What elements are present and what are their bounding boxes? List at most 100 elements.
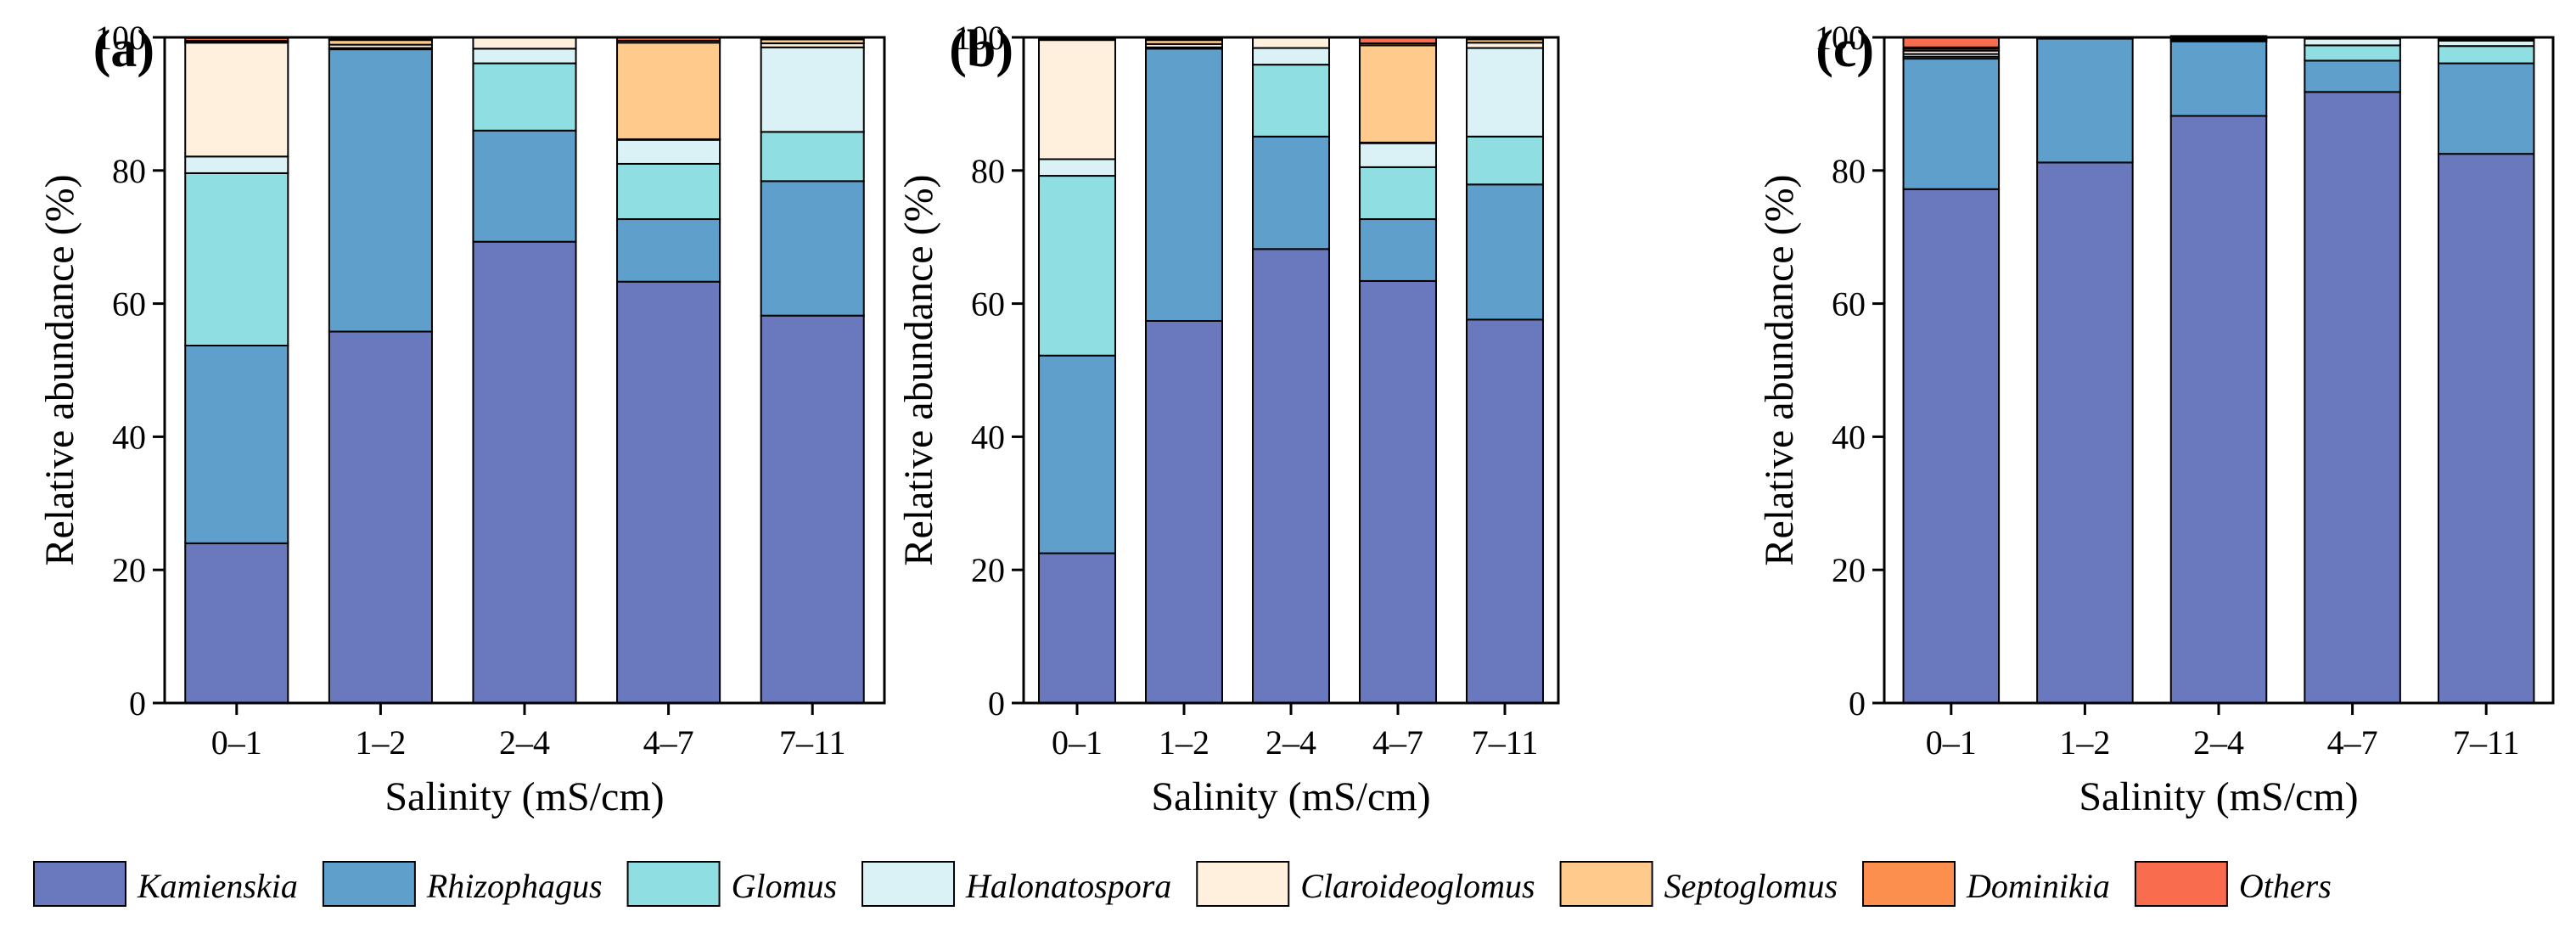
x-tick-label: 2–4 — [499, 723, 550, 762]
legend-swatch — [1862, 861, 1956, 907]
bar-segment-halonatospora — [1359, 142, 1437, 168]
y-tick-label: 0 — [988, 684, 1005, 723]
bar-segment-rhizophagus — [616, 218, 721, 283]
legend-label: Others — [2239, 867, 2332, 905]
bar-segment-kamienskia — [616, 280, 721, 704]
y-tick-label: 40 — [971, 418, 1005, 456]
bar-segment-kamienskia — [472, 240, 577, 704]
legend-label: Kamienskia — [137, 867, 298, 905]
y-axis-title: Relative abundance (%) — [37, 174, 82, 565]
y-tick-label: 80 — [1832, 152, 1866, 190]
y-tick-label: 80 — [971, 152, 1005, 190]
legend: Kamienskia Rhizophagus Glomus Halonatospora… — [33, 861, 2332, 907]
panel-label: (c) — [1816, 20, 1874, 78]
legend-item-glomus: Glomus — [626, 861, 837, 907]
x-tick-label: 1–2 — [2059, 723, 2110, 762]
bar-segment-kamienskia — [1902, 188, 2001, 704]
y-tick-label: 80 — [112, 152, 146, 190]
legend-swatch — [2134, 861, 2228, 907]
y-tick-label: 0 — [1849, 684, 1866, 723]
x-tick-label: 1–2 — [1159, 723, 1209, 762]
legend-swatch — [861, 861, 956, 907]
x-tick-label: 4–7 — [2327, 723, 2378, 762]
x-tick-label: 4–7 — [1372, 723, 1423, 762]
legend-label: Dominikia — [1966, 867, 2110, 905]
bar-segment-halonatospora — [1038, 158, 1116, 177]
bar-segment-glomus — [1466, 135, 1544, 186]
legend-label: Claroideoglomus — [1300, 867, 1535, 905]
legend-item-rhizophagus: Rhizophagus — [322, 861, 603, 907]
bar-segment-kamienskia — [1145, 319, 1223, 704]
bar-segment-glomus — [616, 162, 721, 221]
legend-item-kamienskia: Kamienskia — [33, 861, 298, 907]
legend-swatch — [322, 861, 416, 907]
legend-label: Glomus — [732, 867, 837, 905]
x-tick-label: 2–4 — [2193, 723, 2244, 762]
y-tick-label: 40 — [1832, 418, 1866, 456]
y-tick-label: 100 — [95, 19, 146, 57]
x-tick-label: 1–2 — [355, 723, 406, 762]
bar-segment-rhizophagus — [184, 344, 289, 544]
bar-segment-glomus — [1359, 166, 1437, 221]
legend-swatch — [33, 861, 126, 907]
y-tick-label: 60 — [112, 285, 146, 323]
bar-segment-glomus — [472, 62, 577, 132]
bar-segment-rhizophagus — [2437, 62, 2535, 155]
bar-segment-halonatospora — [1252, 47, 1330, 66]
y-tick-label: 100 — [954, 19, 1005, 57]
y-tick-label: 20 — [1832, 551, 1866, 589]
bar-segment-septoglomus — [616, 42, 721, 140]
bar-segment-kamienskia — [2169, 115, 2268, 704]
bar-segment-septoglomus — [1359, 44, 1437, 143]
legend-item-halonatospora: Halonatospora — [861, 861, 1171, 907]
x-axis-title: Salinity (mS/cm) — [1151, 774, 1430, 819]
bar-segment-kamienskia — [1252, 248, 1330, 704]
legend-item-claroideoglomus: Claroideoglomus — [1196, 861, 1535, 907]
x-tick-label: 7–11 — [2453, 723, 2520, 762]
bar-segment-claroideoglomus — [1252, 37, 1330, 49]
legend-swatch — [1559, 861, 1653, 907]
bar-segment-rhizophagus — [1252, 135, 1330, 250]
bar-segment-glomus — [1038, 175, 1116, 357]
bar-segment-rhizophagus — [328, 48, 433, 333]
legend-swatch — [626, 861, 721, 907]
bar-segment-halonatospora — [184, 155, 289, 174]
y-axis-title: Relative abundance (%) — [1757, 174, 1802, 565]
chart-panel-2: 0 20 40 60 80 100 0–1 1–2 2–4 4–7 7–11 Salinity (mS… — [896, 19, 1560, 819]
bar-segment-halonatospora — [1466, 47, 1544, 138]
bar-segment-claroideoglomus — [184, 42, 289, 158]
bar-segment-others — [1902, 37, 2001, 48]
bar-segment-glomus — [2304, 44, 2401, 62]
y-tick-label: 60 — [1832, 285, 1866, 323]
bar-segment-rhizophagus — [760, 180, 865, 317]
bar-segment-kamienskia — [1359, 279, 1437, 704]
x-tick-label: 0–1 — [1926, 723, 1977, 762]
x-axis-title: Salinity (mS/cm) — [2079, 774, 2358, 819]
bar-segment-rhizophagus — [2036, 37, 2134, 164]
panel-label: (a) — [93, 20, 154, 78]
bar-segment-glomus — [1252, 64, 1330, 138]
bar-segment-halonatospora — [472, 48, 577, 65]
legend-label: Septoglomus — [1664, 867, 1838, 905]
y-tick-label: 100 — [1815, 19, 1866, 57]
bar-segment-rhizophagus — [2304, 59, 2401, 93]
legend-item-dominikia: Dominikia — [1862, 861, 2110, 907]
bar-segment-kamienskia — [760, 314, 865, 704]
bar-segment-claroideoglomus — [472, 37, 577, 50]
y-tick-label: 40 — [112, 418, 146, 456]
legend-item-others: Others — [2134, 861, 2332, 907]
bar-segment-glomus — [184, 172, 289, 346]
bar-segment-rhizophagus — [2169, 40, 2268, 117]
x-axis-title: Salinity (mS/cm) — [384, 774, 664, 819]
bar-segment-kamienskia — [1466, 318, 1544, 704]
x-tick-label: 7–11 — [779, 723, 846, 762]
x-tick-label: 0–1 — [1052, 723, 1103, 762]
x-tick-label: 7–11 — [1472, 723, 1539, 762]
bar-segment-kamienskia — [2437, 153, 2535, 704]
bar-segment-rhizophagus — [1466, 183, 1544, 321]
y-axis-title: Relative abundance (%) — [896, 174, 941, 565]
x-tick-label: 2–4 — [1266, 723, 1316, 762]
bar-segment-halonatospora — [616, 138, 721, 165]
y-tick-label: 60 — [971, 285, 1005, 323]
x-tick-label: 0–1 — [211, 723, 262, 762]
